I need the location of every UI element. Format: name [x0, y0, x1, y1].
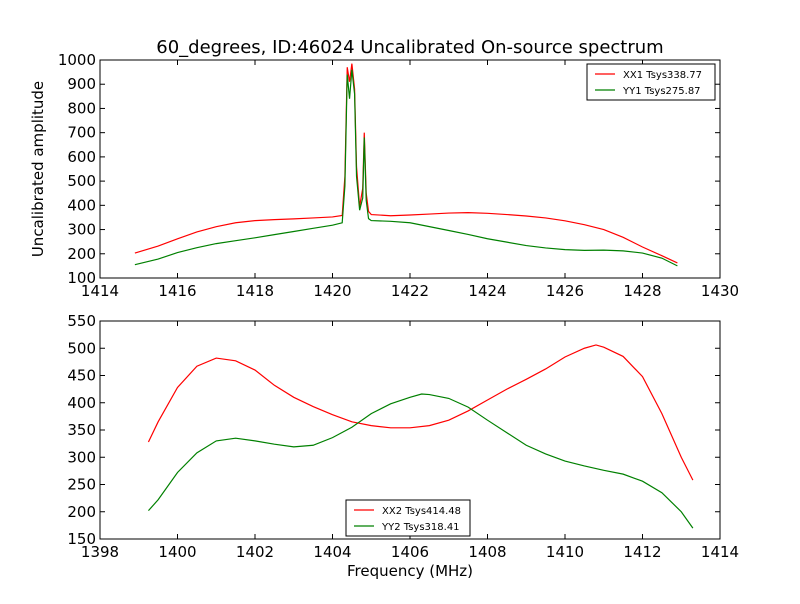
x-tick-label: 1430	[701, 282, 739, 300]
x-tick-label: 1426	[546, 282, 584, 300]
y-tick-label: 200	[67, 245, 96, 263]
x-tick-label: 1428	[623, 282, 661, 300]
legend-label-1: XX2 Tsys414.48	[382, 506, 461, 517]
top-panel: 1414 1416 1418 1420 1422 1424 1426 1428 1430 100 2…	[29, 51, 739, 300]
x-tick-label: 1416	[158, 282, 196, 300]
y-tick-label: 100	[67, 269, 96, 287]
legend-label-2: YY1 Tsys275.87	[622, 86, 701, 97]
series-line-2	[147, 393, 694, 529]
x-tick-label: 1404	[313, 543, 351, 561]
y-tick-label: 500	[67, 172, 96, 190]
x-tick-label: 1424	[468, 282, 506, 300]
y-tick-label: 600	[67, 148, 96, 166]
x-tick-label: 1422	[391, 282, 429, 300]
x-tick-label: 1420	[313, 282, 351, 300]
x-axis-label: Frequency (MHz)	[347, 562, 473, 580]
y-tick-label: 800	[67, 99, 96, 117]
legend: XX2 Tsys414.48 YY2 Tsys318.41	[345, 499, 471, 537]
legend-box	[345, 499, 471, 537]
y-tick-label: 350	[67, 421, 96, 439]
y-tick-label: 900	[67, 75, 96, 93]
x-tick-label: 1408	[468, 543, 506, 561]
legend: XX1 Tsys338.77 YY1 Tsys275.87	[586, 63, 716, 101]
y-tick-label: 400	[67, 196, 96, 214]
x-tick-label: 1406	[391, 543, 429, 561]
y-tick-label: 1000	[58, 51, 96, 69]
y-tick-label: 300	[67, 221, 96, 239]
series-line-1	[147, 344, 694, 481]
bottom-panel: 1398 1400 1402 1404 1406 1408 1410 1412 1414 150 2…	[67, 312, 739, 580]
legend-label-2: YY2 Tsys318.41	[381, 522, 460, 533]
x-tick-label: 1402	[236, 543, 274, 561]
y-tick-label: 450	[67, 367, 96, 385]
x-tick-label: 1410	[546, 543, 584, 561]
y-tick-label: 400	[67, 394, 96, 412]
x-tick-label: 1400	[158, 543, 196, 561]
x-tick-label: 1414	[81, 282, 119, 300]
legend-label-1: XX1 Tsys338.77	[623, 70, 702, 81]
x-tick-label: 1398	[81, 543, 119, 561]
x-tick-label: 1418	[236, 282, 274, 300]
y-tick-label: 700	[67, 124, 96, 142]
y-tick-label: 200	[67, 503, 96, 521]
y-tick-label: 250	[67, 476, 96, 494]
x-tick-label: 1412	[623, 543, 661, 561]
y-tick-label: 150	[67, 530, 96, 548]
y-axis-label: Uncalibrated amplitude	[29, 81, 47, 257]
x-tick-label: 1414	[701, 543, 739, 561]
y-tick-label: 550	[67, 312, 96, 330]
y-tick-label: 300	[67, 448, 96, 466]
chart-title: 60_degrees, ID:46024 Uncalibrated On-sou…	[156, 37, 663, 58]
series-line-2	[134, 69, 678, 267]
legend-box	[586, 63, 716, 101]
y-tick-label: 500	[67, 339, 96, 357]
